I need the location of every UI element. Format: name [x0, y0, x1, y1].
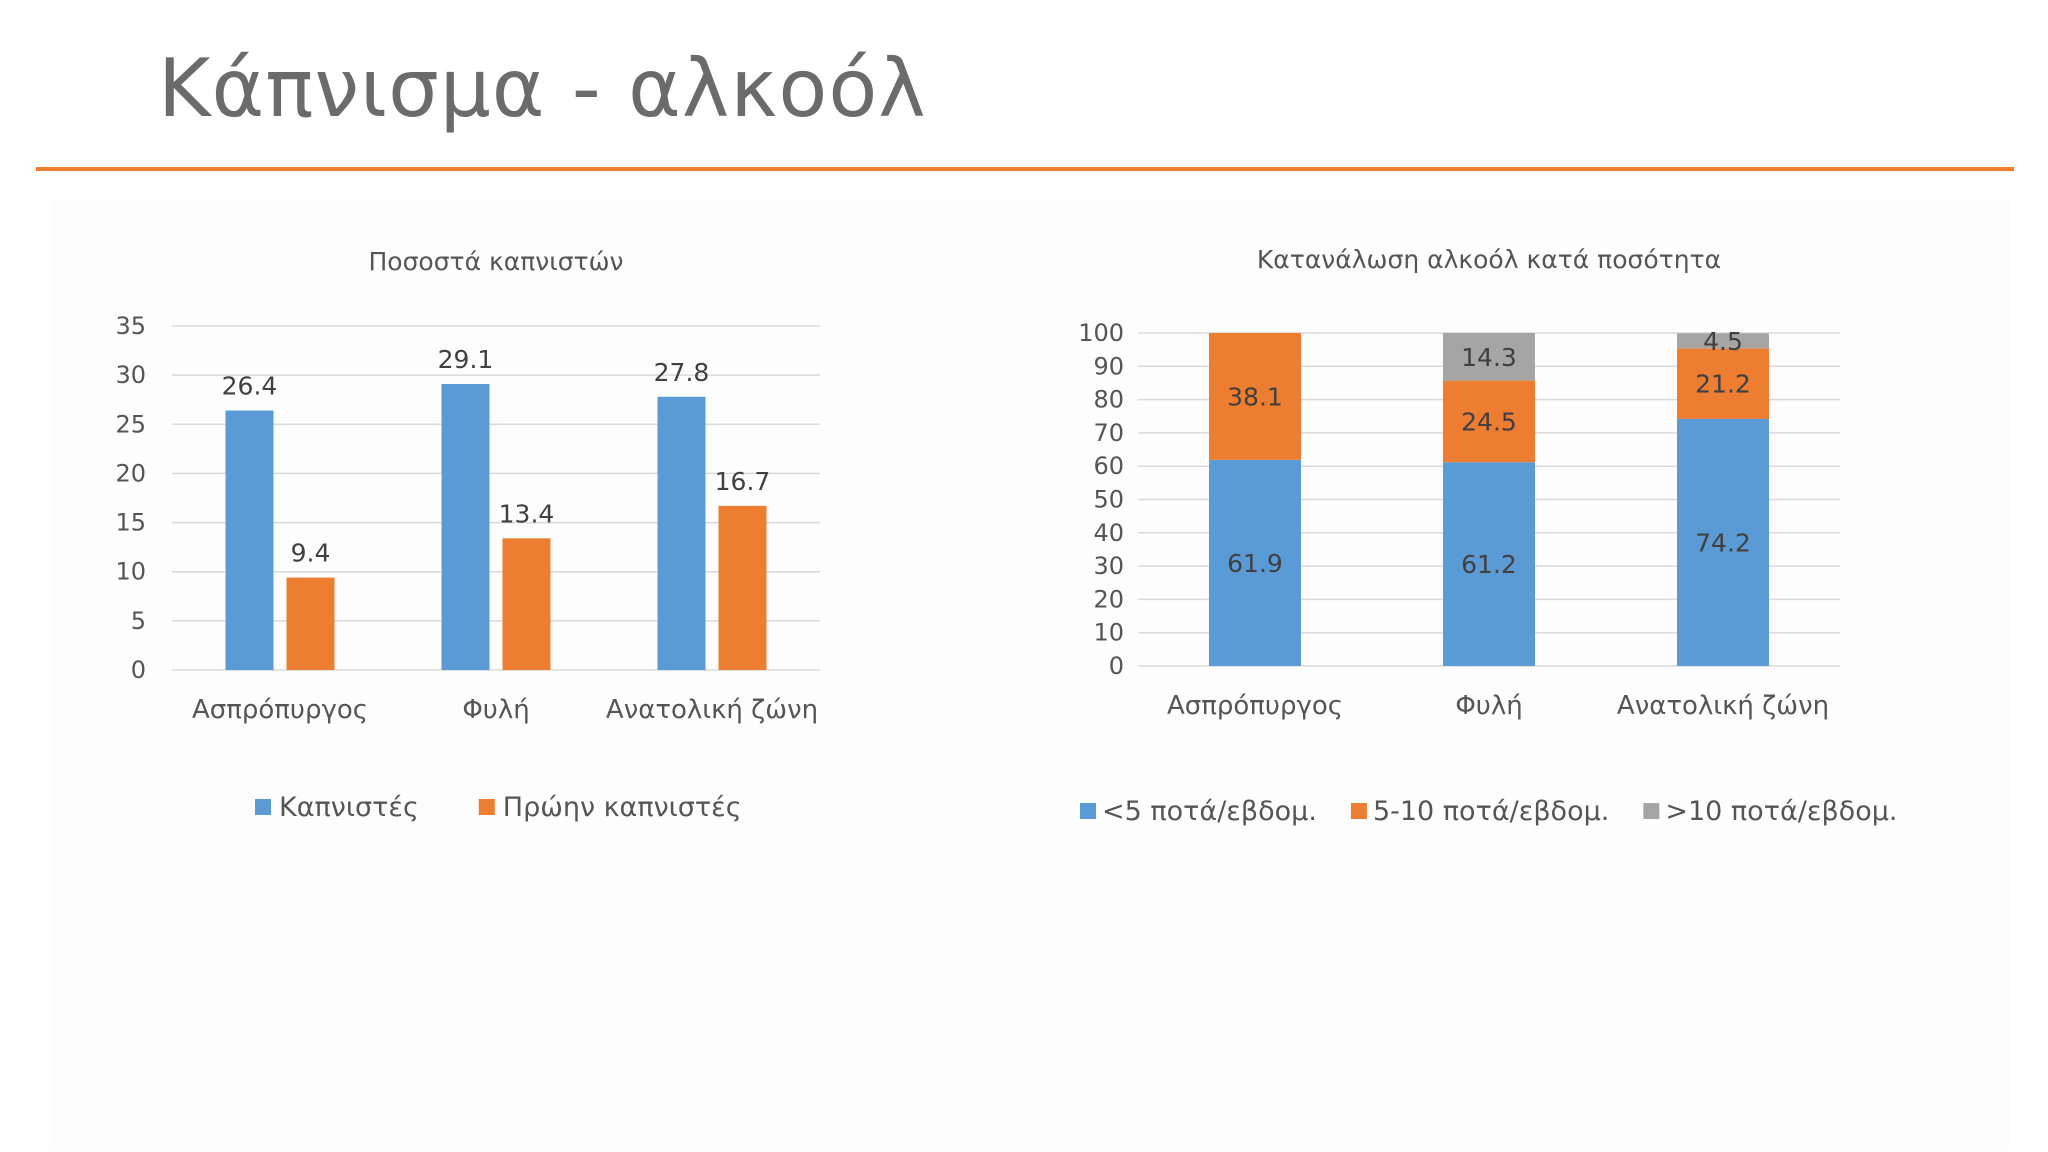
y-tick-label: 30 [1093, 552, 1124, 580]
y-tick-label: 15 [115, 509, 146, 537]
y-tick-label: 60 [1093, 452, 1124, 480]
bar [225, 410, 274, 670]
stacked-bar-segment [1677, 348, 1769, 419]
data-label: 16.7 [715, 467, 771, 496]
y-tick-label: 50 [1093, 486, 1124, 514]
chart-title: Κατανάλωση αλκοόλ κατά ποσότητα [1257, 245, 1721, 274]
data-label: 27.8 [654, 358, 710, 387]
bar [657, 396, 706, 670]
legend-label: Καπνιστές [279, 792, 419, 823]
y-tick-label: 10 [1093, 619, 1124, 647]
legend-label: <5 ποτά/εβδομ. [1102, 796, 1317, 827]
stacked-bar-segment [1209, 459, 1301, 666]
bar [718, 505, 767, 670]
data-label: 9.4 [291, 539, 331, 568]
data-label: 38.1 [1227, 382, 1283, 411]
legend-label: Πρώην καπνιστές [503, 792, 742, 823]
y-tick-label: 35 [115, 312, 146, 340]
category-label: Φυλή [1455, 691, 1522, 721]
data-label: 61.9 [1227, 549, 1283, 578]
data-label: 61.2 [1461, 550, 1517, 579]
stacked-bar-segment [1443, 333, 1535, 381]
legend-label: >10 ποτά/εβδομ. [1665, 796, 1897, 827]
y-tick-label: 30 [115, 361, 146, 389]
slide-title: Κάπνισμα - αλκοόλ [158, 42, 927, 135]
y-tick-label: 40 [1093, 519, 1124, 547]
legend-label: 5-10 ποτά/εβδομ. [1373, 796, 1609, 827]
category-label: Ασπρόπυργος [1167, 691, 1343, 721]
stacked-bar-segment [1677, 418, 1769, 666]
stacked-bar-segment [1209, 333, 1301, 460]
chart-title: Ποσοστά καπνιστών [368, 247, 623, 276]
bar [441, 383, 490, 670]
title-divider [36, 167, 2014, 171]
data-label: 26.4 [222, 372, 278, 401]
y-tick-label: 100 [1078, 319, 1124, 347]
data-label: 29.1 [438, 345, 494, 374]
y-tick-label: 70 [1093, 419, 1124, 447]
y-tick-label: 10 [115, 558, 146, 586]
y-tick-label: 0 [131, 656, 146, 684]
data-label: 21.2 [1695, 370, 1751, 399]
data-label: 4.5 [1703, 327, 1743, 356]
y-tick-label: 0 [1109, 652, 1124, 680]
data-label: 24.5 [1461, 407, 1517, 436]
y-tick-label: 25 [115, 410, 146, 438]
bar [502, 538, 551, 670]
category-label: Ανατολική ζώνη [1617, 691, 1829, 721]
y-tick-label: 80 [1093, 386, 1124, 414]
bar [286, 577, 335, 670]
y-tick-label: 90 [1093, 352, 1124, 380]
legend-swatch [1080, 803, 1096, 819]
stacked-bar-segment [1443, 462, 1535, 666]
y-tick-label: 20 [115, 459, 146, 487]
data-label: 74.2 [1695, 528, 1751, 557]
alcohol-chart: Κατανάλωση αλκοόλ κατά ποσότητα 0 10 20 30 40… [1078, 245, 1897, 827]
y-tick-label: 20 [1093, 585, 1124, 613]
legend-swatch [255, 799, 271, 815]
y-tick-label: 5 [131, 607, 146, 635]
legend-swatch [1350, 803, 1367, 819]
stacked-bar-segment [1443, 380, 1535, 463]
legend-swatch [478, 799, 495, 815]
stacked-bar-segment [1677, 333, 1769, 349]
smokers-chart: Ποσοστά καπνιστών 0 5 10 15 20 25 30 35 Ασπρόπυργ… [115, 247, 820, 823]
category-label: Φυλή [462, 695, 529, 725]
data-label: 13.4 [499, 499, 555, 528]
category-label: Ανατολική ζώνη [606, 695, 818, 725]
category-label: Ασπρόπυργος [192, 695, 368, 725]
legend-swatch [1643, 803, 1660, 819]
data-label: 14.3 [1461, 343, 1517, 372]
